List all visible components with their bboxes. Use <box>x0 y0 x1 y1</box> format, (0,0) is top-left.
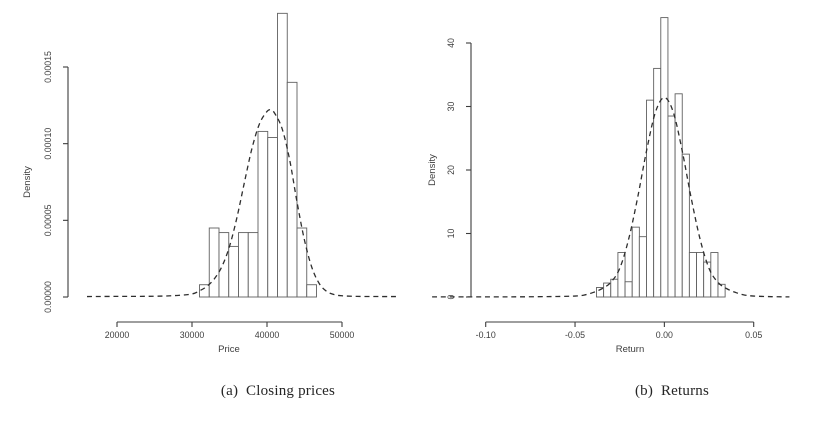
histogram-bars <box>199 12 317 298</box>
y-tick-label: 0.00000 <box>43 281 53 313</box>
histogram-bar <box>710 252 719 298</box>
caption-b: (b) Returns <box>634 383 710 399</box>
histogram-bar <box>717 283 726 298</box>
histogram-bar <box>638 236 647 298</box>
histogram-bar <box>257 130 269 298</box>
histogram-bar <box>667 115 676 298</box>
histogram-bar <box>631 226 640 298</box>
density-curve <box>86 109 397 298</box>
y-tick-label: 40 <box>446 38 456 48</box>
histogram-bar <box>228 245 239 298</box>
histogram-bar <box>247 232 259 298</box>
histogram-bar <box>653 67 662 298</box>
histogram-bar <box>703 261 712 298</box>
histogram-bar <box>646 99 655 298</box>
histogram-bars <box>596 17 726 298</box>
y-tick-label: 0.00015 <box>43 51 53 83</box>
y-axis-title: Density <box>22 166 33 198</box>
x-tick-label: 30000 <box>180 330 205 340</box>
x-tick-label: 0.00 <box>656 330 673 340</box>
density-curve <box>432 96 790 298</box>
histogram-bar <box>688 252 697 298</box>
x-tick-label: 40000 <box>255 330 280 340</box>
x-tick-label: 0.05 <box>745 330 762 340</box>
y-tick-label: 0.00005 <box>43 204 53 236</box>
y-tick-label: 0.00010 <box>43 128 53 160</box>
histogram-bar <box>277 12 288 298</box>
closing-prices-chart: 0.00000 0.00005 0.00010 0.00015 20000 30000 40… <box>22 12 397 355</box>
histogram-bar <box>681 153 690 298</box>
histogram-bar <box>617 252 626 298</box>
histogram-bar <box>296 227 308 298</box>
histogram-bar <box>696 252 705 298</box>
x-tick-label: 50000 <box>330 330 355 340</box>
histogram-bar <box>286 81 298 298</box>
histogram-bar <box>267 137 278 298</box>
x-axis-title: Return <box>616 344 645 355</box>
histogram-bar <box>208 227 220 298</box>
histogram-bar <box>660 17 669 298</box>
histogram-bar <box>238 232 249 298</box>
x-tick-label: -0.10 <box>476 330 496 340</box>
returns-chart: 0 10 20 30 40 -0.10 -0.05 0.00 0.05 Return Density <box>427 17 790 355</box>
x-axis-title: Price <box>218 344 240 355</box>
caption-a: (a) Closing prices <box>220 383 336 399</box>
y-tick-label: 20 <box>446 165 456 175</box>
y-tick-label: 30 <box>446 102 456 112</box>
histogram-bar <box>306 284 317 298</box>
y-tick-label: 0 <box>446 294 456 299</box>
histogram-bar <box>610 278 619 298</box>
histogram-bar <box>199 284 210 298</box>
x-tick-label: -0.05 <box>565 330 585 340</box>
y-tick-label: 10 <box>446 229 456 239</box>
histogram-bar <box>624 281 633 298</box>
y-axis-title: Density <box>427 154 438 186</box>
x-tick-label: 20000 <box>105 330 130 340</box>
histogram-bar <box>218 232 230 298</box>
